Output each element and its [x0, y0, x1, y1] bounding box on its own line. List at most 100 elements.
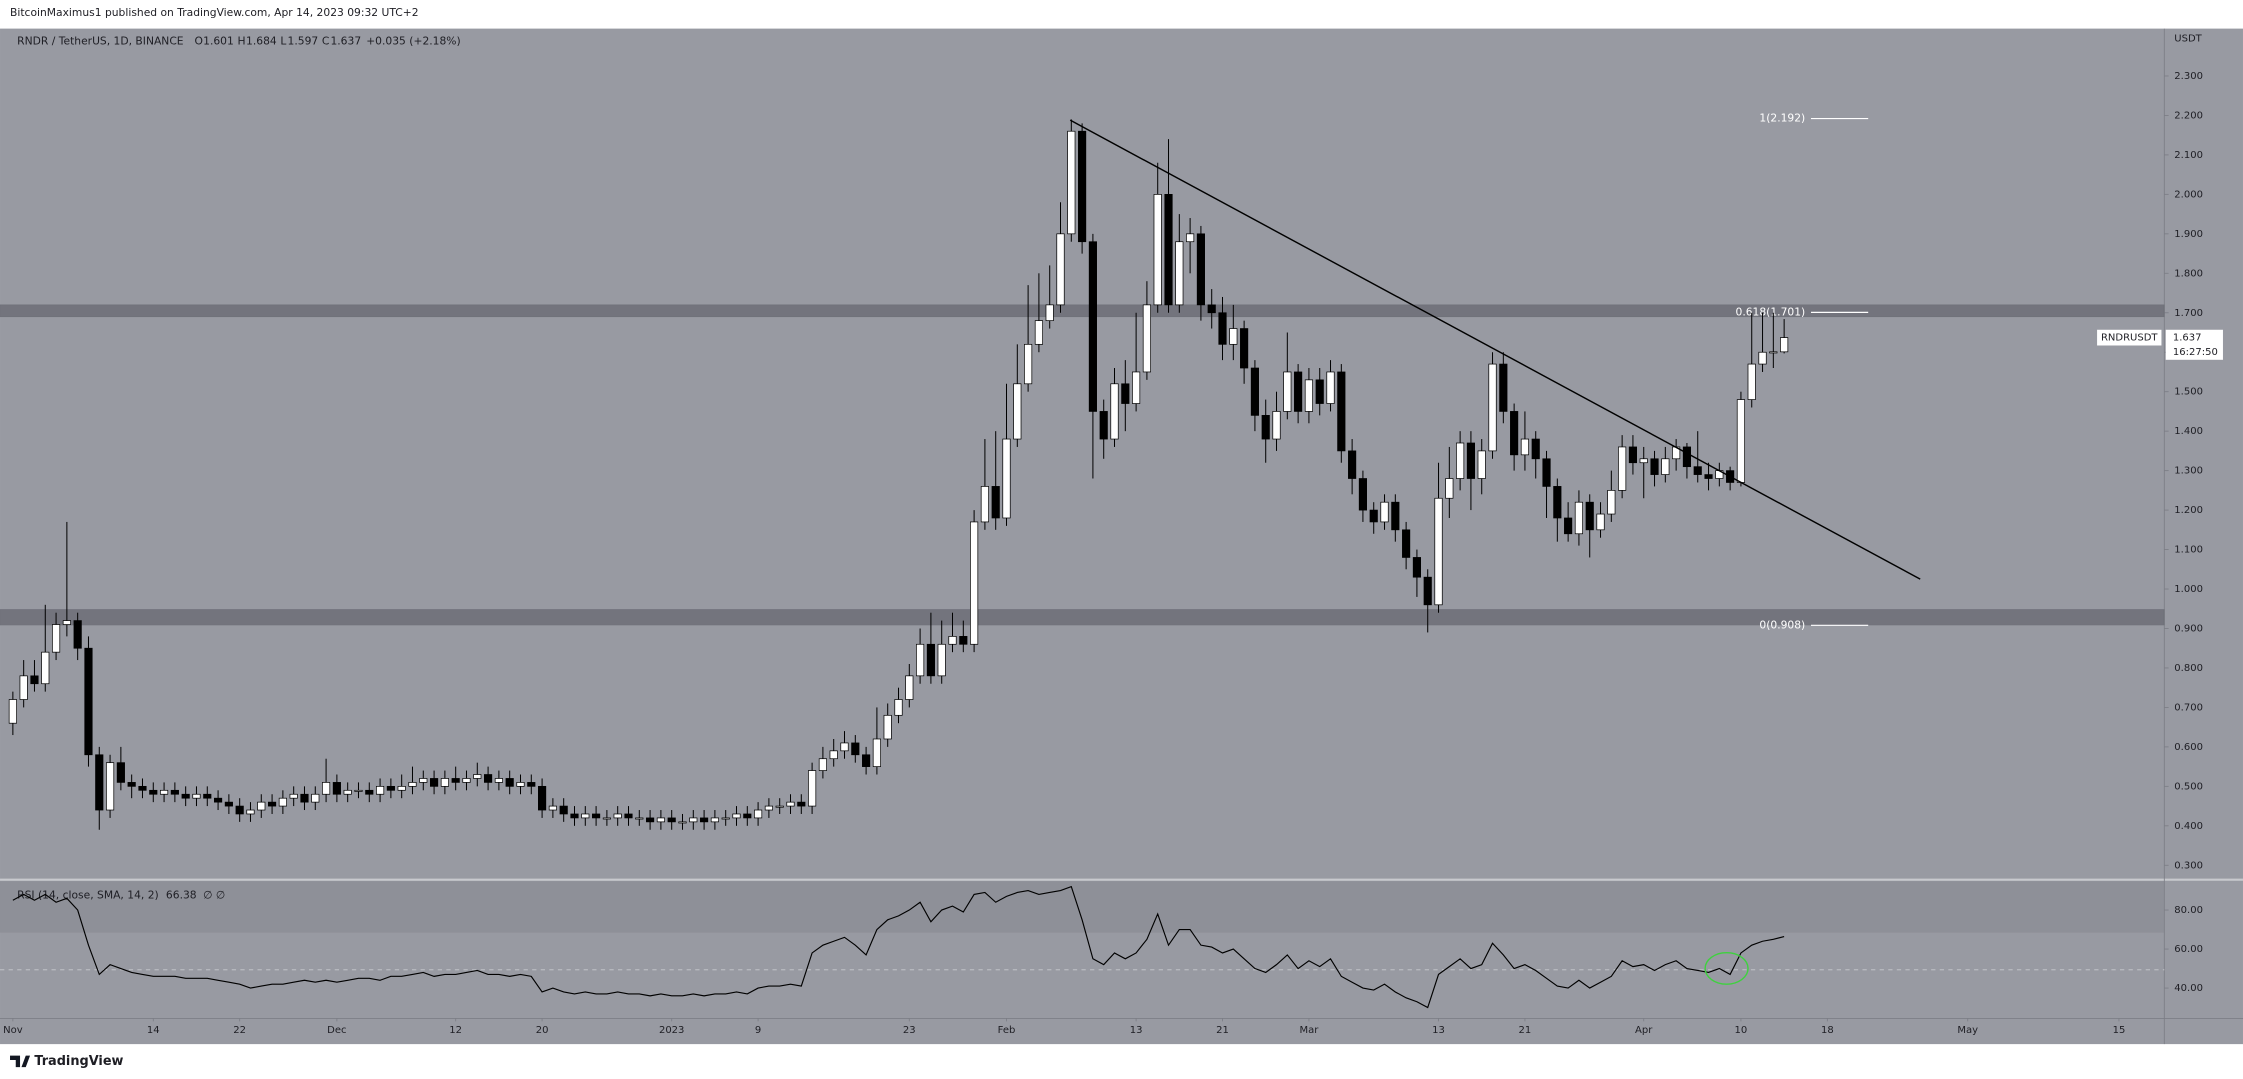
candle-body [808, 770, 817, 807]
last-price-box [2165, 329, 2223, 360]
candle-body [732, 813, 741, 819]
candle-body [1272, 411, 1281, 440]
candle-body [354, 789, 363, 792]
candle-body [1564, 517, 1573, 535]
x-tick-label: 13 [1432, 1025, 1445, 1036]
candle-body [127, 782, 136, 787]
candle-body [8, 699, 17, 724]
support-resistance-zone [0, 609, 2165, 626]
candle-body [73, 620, 82, 649]
candle-body [1693, 466, 1702, 475]
y-tick-label: 0.500 [2174, 781, 2203, 792]
symbol-title: RNDR / TetherUS, 1D, BINANCE [17, 34, 184, 47]
candle-body [1207, 304, 1216, 314]
last-price: 1.637 [2173, 333, 2202, 344]
candle-body [1780, 337, 1789, 353]
trendline [1069, 119, 1921, 580]
x-tick-label: 12 [449, 1025, 462, 1036]
candle-body [1747, 363, 1756, 400]
x-tick-label: Apr [1635, 1025, 1653, 1036]
candle-body [1553, 486, 1562, 519]
candle-body [894, 699, 903, 716]
candle-body [203, 793, 212, 799]
candle-body [548, 805, 557, 811]
tradingview-logo [10, 1055, 31, 1068]
y-tick-label: 0.300 [2174, 860, 2203, 871]
y-tick-label: 0.600 [2174, 742, 2203, 753]
candle-body [1380, 501, 1389, 523]
x-tick-label: Mar [1299, 1025, 1319, 1036]
candle-body [710, 817, 719, 823]
candle-body [840, 742, 849, 752]
x-tick-label: 21 [1519, 1025, 1532, 1036]
x-tick-label: Dec [327, 1025, 346, 1036]
candle-body [775, 805, 784, 808]
candle-body [937, 643, 946, 677]
candle-body [1510, 411, 1519, 456]
candle-body [1024, 343, 1033, 385]
candle-body [1391, 501, 1400, 531]
x-tick-label: Nov [3, 1025, 23, 1036]
candle-body [300, 793, 309, 803]
symbol-tag: RNDRUSDT [2101, 333, 2158, 344]
candle-body [635, 817, 644, 820]
y-tick-label: 1.800 [2174, 268, 2203, 279]
candle-body [430, 778, 439, 787]
candle-body [1164, 194, 1173, 306]
candle-body [862, 754, 871, 767]
candle-body [1488, 363, 1497, 452]
candle-body [473, 774, 482, 779]
candle-body [1315, 379, 1324, 404]
candle-body [1704, 474, 1713, 479]
candle-body [440, 778, 449, 787]
candle-body [948, 636, 957, 645]
candle-body [624, 813, 633, 819]
candle-body [1250, 367, 1259, 416]
candle-body [95, 754, 104, 811]
y-tick-label: 1.700 [2174, 308, 2203, 319]
candle-body [1337, 371, 1346, 452]
y-tick-label: 1.500 [2174, 387, 2203, 398]
candle-body [1045, 304, 1054, 322]
candle-body [991, 486, 1000, 519]
candle-body [19, 675, 28, 700]
candle-body [1153, 194, 1162, 306]
candle-body [905, 675, 914, 700]
candle-body [235, 805, 244, 815]
ohlc-value: 1.601 [203, 34, 234, 47]
candle-body [743, 813, 752, 819]
candle-body [365, 789, 374, 795]
candle-body [1682, 446, 1692, 468]
candle-body [656, 817, 665, 823]
candle-body [1456, 442, 1465, 479]
ohlc-letter: O [195, 34, 203, 47]
countdown: 16:27:50 [2173, 347, 2218, 358]
candle-body [1142, 304, 1151, 373]
rsi-line [12, 885, 1785, 1009]
candle-body [1412, 557, 1421, 578]
candle-body [1477, 450, 1486, 479]
y-tick-label: 0.800 [2174, 663, 2203, 674]
candle-body [926, 643, 935, 677]
candle-body [959, 636, 968, 645]
candle-body [1326, 371, 1335, 404]
rsi-value: 66.38 [166, 888, 197, 901]
chart-background [0, 28, 2243, 1045]
candle-body [1132, 371, 1141, 404]
candle-body [1002, 438, 1011, 519]
x-tick-label: 22 [233, 1025, 246, 1036]
candle-body [786, 801, 795, 807]
candle-body [1531, 438, 1540, 460]
candle-body [51, 624, 61, 653]
candle-body [559, 805, 568, 815]
candle-body [1423, 576, 1432, 606]
candle-body [376, 785, 385, 795]
ohlc-value: 1.684 [246, 34, 277, 47]
y-tick-label: 1.300 [2174, 466, 2203, 477]
footer-brand: TradingView [34, 1054, 123, 1069]
candle-body [343, 789, 352, 795]
candle-body [764, 805, 773, 811]
candle-body [516, 782, 525, 787]
candle-body [721, 817, 730, 820]
